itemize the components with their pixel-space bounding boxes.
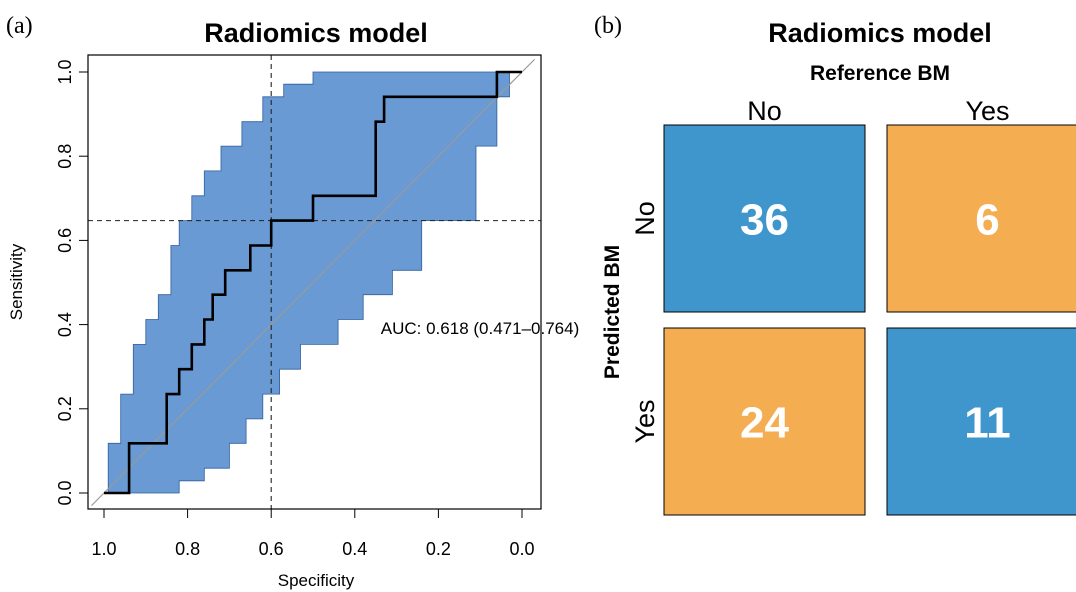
roc-x-tick-label: 0.6: [259, 539, 284, 559]
roc-x-axis-label: Specificity: [278, 571, 355, 590]
roc-y-tick-label: 1.0: [55, 59, 75, 84]
cm-cell: [663, 124, 866, 313]
roc-x-tick-label: 0.4: [342, 539, 367, 559]
roc-x-axis: 1.0 0.8 0.6 0.4 0.2 0.0: [91, 508, 535, 559]
cm-row-label: No: [630, 201, 660, 236]
cm-cell-value: 6: [975, 196, 999, 245]
cm-category-labels: No Yes No Yes: [630, 96, 1010, 444]
roc-x-tick-label: 1.0: [91, 539, 116, 559]
panel-label-a: (a): [6, 13, 33, 39]
confusion-matrix: Radiomics model Reference BM Predicted B…: [601, 18, 1076, 516]
roc-curve-layer: [104, 70, 522, 495]
cm-cell: [886, 124, 1076, 313]
roc-reference-layer: [88, 55, 541, 509]
auc-annotation: AUC: 0.618 (0.471–0.764): [381, 319, 579, 338]
cm-column-label: No: [747, 96, 782, 126]
cm-cell-value: 36: [740, 196, 789, 245]
roc-chart: Radiomics model 1.0 0.8 0.6 0.4 0.2 0.0 0.00.…: [7, 18, 579, 590]
cm-y-axis-title: Predicted BM: [601, 245, 624, 379]
cm-title: Radiomics model: [768, 18, 992, 48]
cm-cells: 36 6 24 11: [663, 124, 1076, 516]
roc-title: Radiomics model: [204, 18, 428, 48]
cm-cell: [663, 327, 866, 516]
cm-row-label: Yes: [630, 399, 660, 443]
roc-y-tick-label: 0.4: [55, 312, 75, 337]
roc-y-tick-label: 0.0: [55, 480, 75, 505]
cm-cell-value: 24: [740, 399, 789, 448]
cm-x-axis-title: Reference BM: [810, 62, 950, 85]
cm-column-label: Yes: [965, 96, 1009, 126]
roc-y-axis-label: Sensitivity: [7, 243, 26, 320]
cm-cell: [886, 327, 1076, 516]
roc-curve: [104, 70, 522, 495]
panel-label-b: (b): [594, 13, 622, 39]
cm-cell-value: 11: [964, 399, 1011, 448]
roc-y-tick-label: 0.2: [55, 396, 75, 421]
roc-x-tick-label: 0.0: [509, 539, 534, 559]
roc-y-tick-label: 0.6: [55, 228, 75, 253]
roc-diagonal-reference-line: [91, 58, 535, 507]
roc-x-tick-label: 0.8: [175, 539, 200, 559]
roc-y-tick-label: 0.8: [55, 144, 75, 169]
roc-y-axis: 0.0 0.2 0.4 0.6 0.8 1.0: [55, 59, 89, 506]
roc-x-tick-label: 0.2: [426, 539, 451, 559]
